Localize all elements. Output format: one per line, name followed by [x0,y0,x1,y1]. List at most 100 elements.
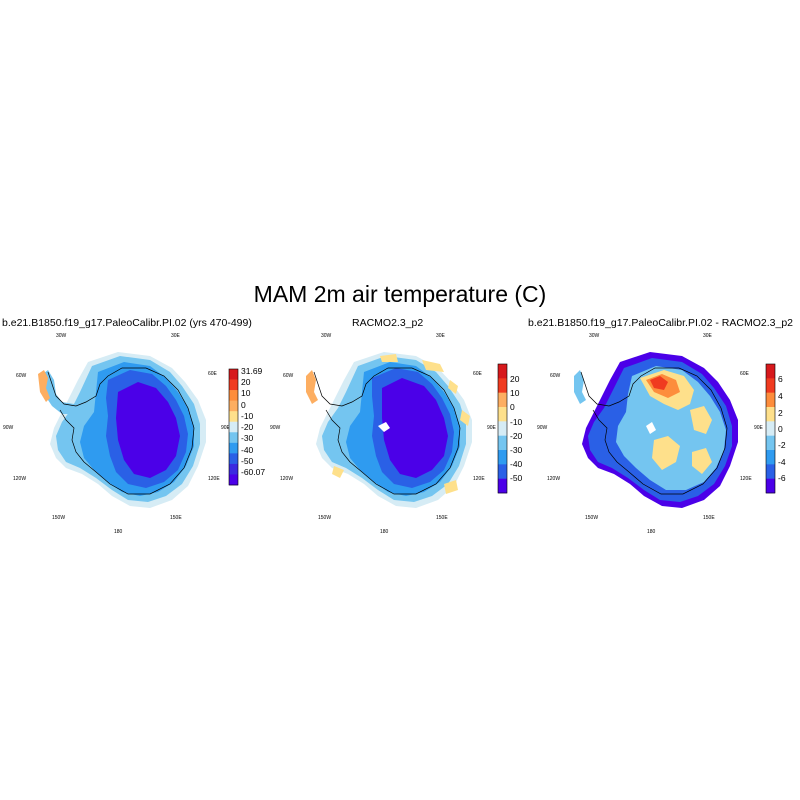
lon-label-60w: 60W [550,373,561,379]
colorbar-label: 4 [778,391,783,401]
colorbar-label: 6 [778,374,783,384]
colorbar-label: 2 [778,408,783,418]
lon-label-150w: 150W [52,515,66,521]
lon-label-60w: 60W [16,373,27,379]
panel-2-temperature-field [306,352,472,508]
colorbar-frame [497,363,508,494]
lon-label-60e: 60E [208,371,217,377]
lon-label-60e: 60E [740,371,749,377]
panel-3-title: b.e21.B1850.f19_g17.PaleoCalibr.PI.02 - … [528,317,794,329]
lon-label-90e: 90E [754,425,763,431]
colorbar-label: -6 [778,473,786,483]
colorbar-label: -20 [241,422,254,432]
colorbar-label: -30 [510,445,523,455]
colorbar-box [498,478,507,494]
colorbar-box [229,442,238,454]
lon-label-120e: 120E [473,476,485,482]
colorbar-box [766,364,775,379]
colorbar-label: -50 [241,456,254,466]
colorbar-label: -30 [241,433,254,443]
colorbar-box [498,464,507,479]
colorbar-box [229,474,238,486]
lon-label-150e: 150E [436,515,448,521]
panel-3-colorbar [765,363,776,494]
colorbar-frame [765,363,776,494]
lon-label-30w: 30W [589,333,600,339]
colorbar-label: -10 [241,411,254,421]
colorbar-frame [228,368,239,486]
lon-label-90w: 90W [3,425,14,431]
colorbar-box [498,378,507,393]
colorbar-label: 31.69 [241,366,263,376]
colorbar-box [766,435,775,451]
colorbar-label: 20 [510,374,520,384]
colorbar-label: -50 [510,473,523,483]
colorbar-label: -2 [778,440,786,450]
lon-label-30w: 30W [56,333,67,339]
colorbar-box [766,478,775,494]
colorbar-box [498,364,507,379]
colorbar-box [229,432,238,444]
colorbar-label: -60.07 [241,467,266,477]
lon-label-150w: 150W [318,515,332,521]
lon-label-120w: 120W [547,476,561,482]
lon-label-30w: 30W [321,333,332,339]
panel-2-colorbar [497,363,508,494]
lon-label-150e: 150E [703,515,715,521]
lon-label-90w: 90W [537,425,548,431]
colorbar-box [766,464,775,479]
colorbar-box [766,450,775,465]
colorbar-box [229,421,238,433]
lon-label-180: 180 [647,529,656,535]
figure-title: MAM 2m air temperature (C) [253,281,547,307]
colorbar-box [229,463,238,475]
lon-label-60w: 60W [283,373,294,379]
colorbar-label: -10 [510,417,523,427]
colorbar-box [229,411,238,423]
panel-2-title: RACMO2.3_p2 [352,317,424,329]
lon-label-120e: 120E [208,476,220,482]
colorbar-box [766,392,775,408]
colorbar-label: -40 [241,445,254,455]
colorbar-label: 10 [241,388,251,398]
colorbar-label: 0 [510,402,515,412]
colorbar-box [766,378,775,393]
colorbar-label: 10 [510,388,520,398]
panel-1-map [38,352,206,508]
lon-label-120w: 120W [13,476,27,482]
lon-label-120e: 120E [740,476,752,482]
panel-1-title: b.e21.B1850.f19_g17.PaleoCalibr.PI.02 (y… [2,317,252,329]
lon-label-30e: 30E [436,333,445,339]
colorbar-label: -4 [778,457,786,467]
lon-label-120w: 120W [280,476,294,482]
colorbar-label: -40 [510,459,523,469]
colorbar-box [766,421,775,436]
colorbar-box [229,390,238,401]
lon-label-180: 180 [380,529,389,535]
colorbar-box [766,407,775,422]
panel-2-map [306,352,472,508]
colorbar-box [498,407,507,422]
lon-label-150e: 150E [170,515,182,521]
colorbar-box [229,369,238,380]
colorbar-label: 20 [241,377,251,387]
colorbar-box [498,435,507,451]
panel-1-temperature-field [38,352,206,508]
panel-1-colorbar [228,368,239,486]
lon-label-30e: 30E [171,333,180,339]
lon-label-90e: 90E [487,425,496,431]
lon-label-90w: 90W [270,425,281,431]
panel-3-difference-field [574,352,738,508]
lon-label-150w: 150W [585,515,599,521]
colorbar-box [498,450,507,465]
colorbar-box [229,379,238,391]
lon-label-30e: 30E [703,333,712,339]
lon-label-60e: 60E [473,371,482,377]
panel-3-map [574,352,738,508]
lon-label-180: 180 [114,529,123,535]
colorbar-label: -20 [510,431,523,441]
lon-label-90e: 90E [221,425,230,431]
colorbar-box [498,421,507,436]
colorbar-box [229,400,238,412]
colorbar-label: 0 [241,400,246,410]
